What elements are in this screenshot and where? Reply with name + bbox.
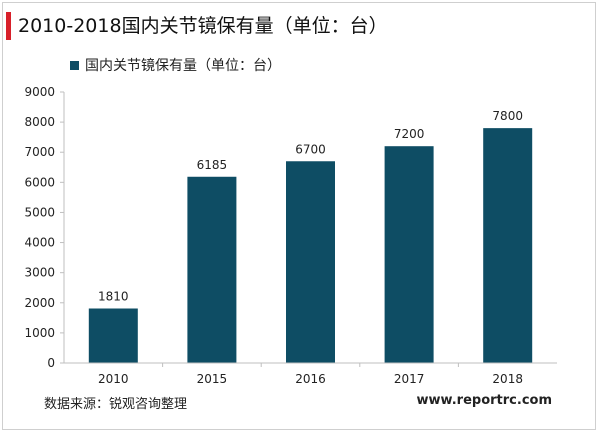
y-tick-label: 7000 bbox=[24, 145, 55, 159]
bar-2010 bbox=[88, 308, 138, 363]
y-tick-label: 8000 bbox=[24, 115, 55, 129]
data-label: 6185 bbox=[197, 158, 228, 172]
title-accent-bar bbox=[6, 12, 11, 40]
y-tick-label: 0 bbox=[47, 356, 55, 370]
bar-2018 bbox=[483, 128, 533, 363]
x-axis: 2010 2015 2016 2017 2018 bbox=[64, 362, 557, 386]
data-label: 7200 bbox=[394, 127, 425, 141]
x-tick-label: 2017 bbox=[394, 372, 425, 386]
y-tick-label: 2000 bbox=[24, 296, 55, 310]
y-axis: 0 1000 2000 3000 4000 5000 6000 7000 8000 9000 bbox=[24, 85, 65, 370]
x-tick-label: 2016 bbox=[295, 372, 326, 386]
chart-legend: 国内关节镜保有量（单位：台） bbox=[70, 55, 281, 75]
bars-group: 1810 6185 6700 7200 7800 bbox=[88, 109, 533, 363]
bar-2016 bbox=[286, 161, 335, 363]
y-tick-label: 4000 bbox=[24, 236, 55, 250]
legend-label: 国内关节镜保有量（单位：台） bbox=[85, 58, 281, 74]
x-tick-label: 2010 bbox=[98, 372, 129, 386]
website-link[interactable]: www.reportrc.com bbox=[416, 393, 552, 408]
x-tick-label: 2018 bbox=[492, 372, 523, 386]
y-tick-label: 3000 bbox=[24, 266, 55, 280]
x-tick-label: 2015 bbox=[197, 372, 228, 386]
y-tick-label: 9000 bbox=[24, 85, 55, 99]
data-label: 1810 bbox=[98, 289, 129, 303]
y-tick-label: 6000 bbox=[24, 175, 55, 189]
y-tick-label: 1000 bbox=[24, 326, 55, 340]
data-label: 7800 bbox=[492, 109, 523, 123]
y-tick-label: 5000 bbox=[24, 205, 55, 219]
legend-swatch bbox=[70, 60, 79, 70]
data-source: 数据来源：锐观咨询整理 bbox=[44, 397, 188, 412]
page-title: 2010-2018国内关节镜保有量（单位：台） bbox=[18, 15, 388, 37]
data-label: 6700 bbox=[295, 142, 326, 156]
bar-2015 bbox=[187, 176, 237, 363]
bar-2017 bbox=[384, 146, 434, 363]
